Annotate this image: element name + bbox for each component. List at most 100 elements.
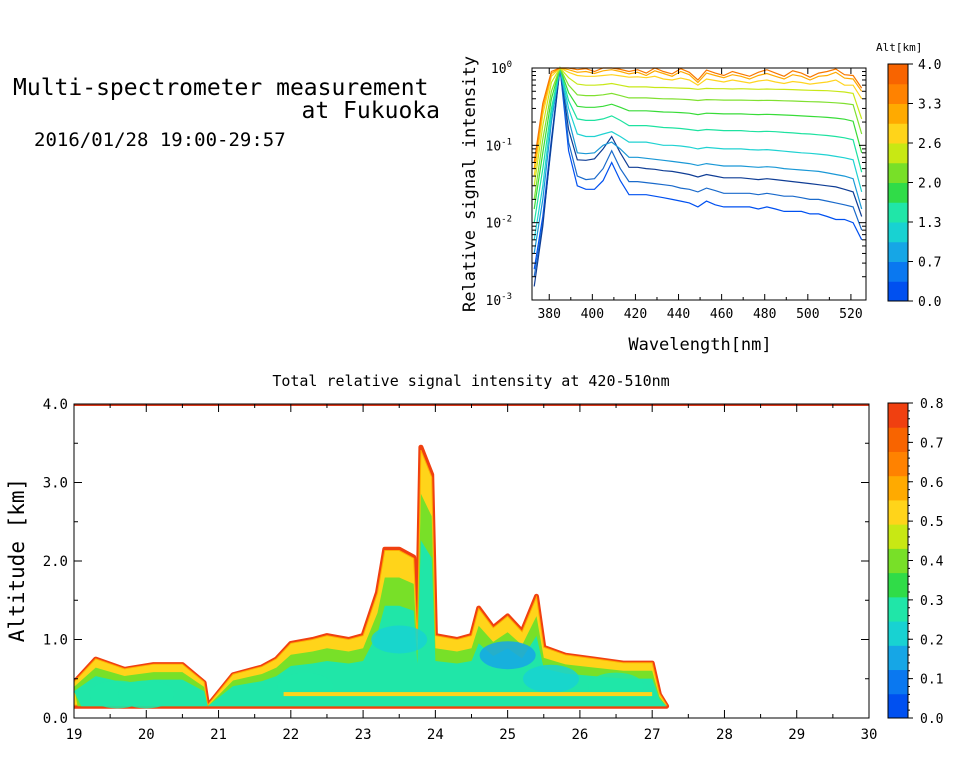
heatmap-intensity-blob: [479, 641, 536, 670]
spectrum-series-line: [533, 67, 863, 177]
heatmap-x-tick-label: 22: [282, 727, 299, 743]
spectrum-colorbar-swatch: [888, 182, 908, 203]
heatmap-colorbar: 0.8 0.7 0.6 0.5 0.4 0.3 0.2 0.1 0.0: [887, 397, 944, 727]
heatmap-colorbar-swatch: [888, 621, 908, 646]
spectrum-x-tick-label: 500: [796, 307, 819, 322]
spectrum-colorbar-swatch: [888, 162, 908, 183]
heatmap-x-tick-label: 27: [644, 727, 661, 743]
spectrum-colorbar-swatch: [888, 123, 908, 144]
spectrum-colorbar-swatch: [888, 103, 908, 124]
heatmap-intensity-blob: [588, 672, 645, 701]
spectrum-x-tick-label: 400: [581, 307, 604, 322]
heatmap-intensity-blob: [118, 680, 175, 709]
heatmap-colorbar-swatch: [888, 693, 908, 719]
spectrum-colorbar-swatch: [888, 281, 908, 302]
heatmap-x-tick-label: 24: [427, 727, 444, 743]
spectrum-colorbar-label: 3.3: [918, 98, 941, 113]
heatmap-colorbar-label: 0.0: [920, 712, 943, 727]
spectrum-colorbar-swatch: [888, 64, 908, 85]
heatmap-x-tick-label: 20: [138, 727, 155, 743]
heatmap-x-tick-label: 19: [66, 727, 83, 743]
spectrum-colorbar-swatch: [888, 143, 908, 164]
spectrum-chart: 380 400 420 440 460 480 500 52010010-110-210-3 …: [460, 41, 941, 355]
spectrum-x-tick-label: 520: [839, 307, 862, 322]
heatmap-colorbar-swatch: [888, 645, 908, 671]
spectrum-series-line: [533, 67, 863, 254]
heatmap-intensity-blob: [277, 672, 334, 701]
heatmap-colorbar-swatch: [888, 451, 908, 477]
time-period: 2016/01/28 19:00-29:57: [34, 129, 286, 151]
spectrum-colorbar-swatch: [888, 222, 908, 243]
heatmap-colorbar-swatch: [888, 524, 908, 549]
spectrum-colorbar-title: Alt[km]: [876, 41, 922, 54]
heatmap-colorbar-label: 0.7: [920, 436, 943, 451]
spectrum-colorbar-label: 1.3: [918, 216, 941, 231]
figure-title-line2: at Fukuoka: [301, 98, 440, 124]
heatmap-cloud-region: [74, 444, 670, 709]
spectrum-colorbar-label: 4.0: [918, 58, 941, 73]
heatmap-colorbar-swatch: [888, 403, 908, 428]
heatmap-colorbar-swatch: [888, 548, 908, 574]
spectrum-y-tick-label: 10-2: [486, 215, 513, 232]
heatmap-y-tick-label: 3.0: [43, 476, 68, 492]
heatmap-colorbar-swatch: [888, 427, 908, 452]
spectrum-x-tick-label: 420: [624, 307, 647, 322]
heatmap-colorbar-swatch: [888, 596, 908, 622]
spectrum-colorbar-swatch: [888, 241, 908, 262]
spectrum-series-line: [533, 66, 863, 200]
heatmap-x-tick-label: 30: [861, 727, 878, 743]
heatmap-colorbar-label: 0.2: [920, 633, 943, 648]
heatmap-x-tick-label: 29: [788, 727, 805, 743]
spectrum-series-line: [533, 67, 863, 163]
spectrum-series-group: [533, 65, 863, 287]
spectrum-x-tick-label: 460: [710, 307, 733, 322]
spectrum-series-line: [533, 67, 863, 277]
heatmap-colorbar-label: 0.1: [920, 673, 943, 688]
spectrum-y-tick-label: 100: [491, 60, 512, 77]
heatmap-title: Total relative signal intensity at 420-5…: [272, 372, 669, 390]
spectrum-colorbar-label: 0.0: [918, 295, 941, 310]
heatmap-colorbar-label: 0.5: [920, 515, 943, 530]
heatmap-colorbar-swatch: [888, 669, 908, 695]
spectrum-x-axis-label: Wavelength[nm]: [628, 335, 771, 355]
heatmap-colorbar-label: 0.6: [920, 476, 943, 491]
heatmap-x-tick-label: 23: [355, 727, 372, 743]
heatmap-cloud-layer: [74, 449, 668, 707]
heatmap-y-tick-label: 1.0: [43, 633, 68, 649]
heatmap-x-tick-label: 25: [499, 727, 516, 743]
heatmap-intensity-blob: [523, 664, 579, 693]
spectrum-ticks: 380 400 420 440 460 480 500 520 100 10-1 10-2 10-3: [486, 60, 866, 322]
heatmap-y-tick-label: 4.0: [43, 397, 68, 413]
spectrum-x-tick-label: 480: [753, 307, 776, 322]
spectrum-x-tick-label: 440: [667, 307, 690, 322]
spectrum-series-line: [533, 67, 863, 287]
heatmap-colorbar-label: 0.4: [920, 555, 944, 570]
spectrum-series-line: [533, 67, 863, 270]
heatmap-x-tick-label: 21: [210, 727, 227, 743]
spectrum-plot-frame: [531, 67, 867, 301]
spectrum-colorbar-swatch: [888, 261, 908, 282]
spectrum-colorbar-swatch: [888, 83, 908, 104]
heatmap-intensity-blob: [371, 625, 428, 654]
heatmap-y-tick-label: 2.0: [43, 554, 68, 570]
heatmap-y-tick-label: 0.0: [43, 711, 68, 727]
heatmap-ticks: 19 20 21 22 23 24 25 26 27 28 29 30 0.0 1.0 2.0 3.0 4.0: [43, 397, 878, 743]
heatmap-x-tick-label: 28: [716, 727, 733, 743]
figure-title-line1: Multi-spectrometer measurement: [13, 75, 429, 101]
spectrum-y-axis-label: Relative signal intensity: [460, 56, 480, 312]
spectrum-series-line: [533, 66, 863, 186]
spectrum-colorbar-swatch: [888, 202, 908, 223]
spectrum-series-line: [533, 67, 863, 223]
heatmap-colorbar-swatch: [888, 499, 908, 525]
intensity-heatmap-chart: Total relative signal intensity at 420-5…: [5, 372, 944, 743]
spectrum-colorbar-label: 2.6: [918, 137, 941, 152]
heatmap-y-axis-label: Altitude [km]: [5, 478, 29, 642]
spectrum-series-line: [533, 65, 863, 210]
spectrum-y-tick-label: 10-3: [486, 292, 513, 309]
heatmap-colorbar-swatch: [888, 572, 908, 598]
heatmap-x-tick-label: 26: [571, 727, 588, 743]
heatmap-colorbar-swatch: [888, 475, 908, 501]
spectrum-y-tick-label: 10-1: [486, 137, 513, 154]
spectrum-series-line: [533, 67, 863, 240]
spectrum-colorbar-label: 2.0: [918, 177, 941, 192]
